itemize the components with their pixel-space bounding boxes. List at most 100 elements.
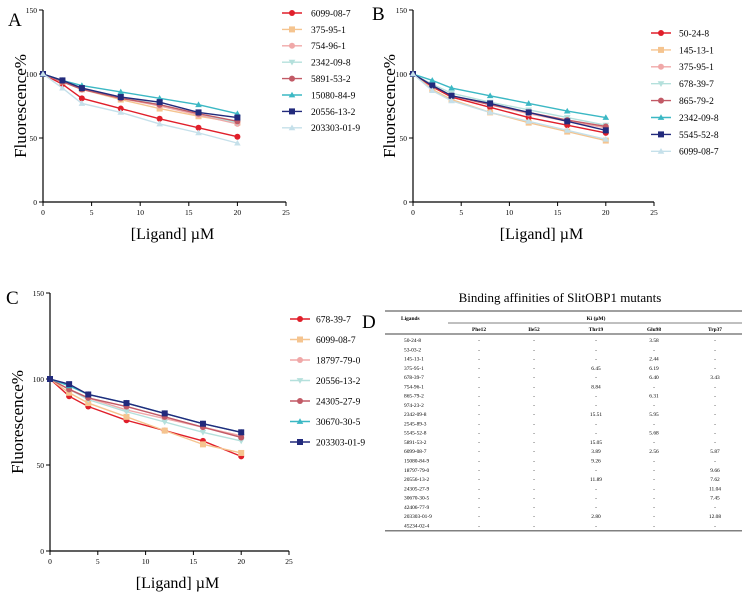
table-cell: - — [595, 496, 597, 502]
x-tick-label: 20 — [237, 557, 245, 566]
data-point — [85, 391, 92, 398]
table-cell: - — [653, 496, 655, 502]
y-tick-label: 0 — [403, 198, 407, 207]
table-cell: - — [533, 523, 535, 529]
table-cell: - — [653, 514, 655, 520]
legend-label: 375-95-1 — [679, 63, 714, 73]
table-cell: - — [714, 394, 716, 400]
legend-label: 203303-01-9 — [311, 124, 360, 134]
y-axis-label: Fluorescence% — [8, 370, 27, 474]
legend-label: 50-24-8 — [679, 29, 709, 39]
table-cell: 3.58 — [649, 338, 659, 344]
x-tick-label: 10 — [136, 208, 144, 217]
table-cell: - — [714, 403, 716, 409]
table-cell: 2.80 — [591, 514, 601, 520]
legend-label: 5545-52-8 — [679, 131, 719, 141]
table-cell-ligand: 30670-30-5 — [404, 496, 429, 502]
y-tick-label: 100 — [396, 70, 408, 79]
table-cell: - — [478, 412, 480, 418]
table-cell: 9.26 — [591, 459, 601, 465]
legend-label: 678-39-7 — [679, 80, 714, 90]
table-row: 974-23-2 - - - - - — [404, 403, 716, 409]
table-cell: - — [714, 431, 716, 437]
table-cell: - — [714, 412, 716, 418]
table-cell-ligand: 2545-89-3 — [404, 421, 427, 427]
table-cell: 7.45 — [710, 496, 720, 502]
legend-label: 5891-53-2 — [311, 75, 351, 85]
data-point — [525, 109, 532, 116]
table-cell: 11.89 — [590, 477, 602, 483]
series-203303-01-9 — [39, 70, 241, 146]
table-cell-ligand: 678-39-7 — [404, 375, 424, 381]
x-tick-label: 15 — [554, 208, 562, 217]
table-cell: 3.43 — [710, 375, 720, 381]
table-cell: - — [478, 440, 480, 446]
x-tick-label: 5 — [96, 557, 100, 566]
data-point — [195, 124, 202, 131]
panel-letter-d: D — [362, 312, 376, 333]
table-row: 754-96-1 - - 8.84 - - — [404, 384, 716, 390]
table-cell: - — [595, 394, 597, 400]
legend-label: 754-96-1 — [311, 42, 346, 52]
data-point — [59, 77, 66, 84]
table-cell: - — [653, 403, 655, 409]
x-tick-label: 25 — [282, 208, 290, 217]
y-tick-label: 0 — [40, 547, 44, 556]
data-point — [66, 389, 73, 396]
data-point — [602, 135, 610, 142]
data-point — [195, 101, 202, 108]
legend-marker — [297, 398, 303, 404]
legend-label: 2342-09-8 — [311, 59, 351, 69]
legend-marker — [296, 378, 304, 384]
legend-marker — [288, 124, 296, 131]
table-row: 24305-27-9 - - - - 11.04 — [404, 486, 721, 492]
table-cell: - — [533, 486, 535, 492]
x-tick-label: 5 — [90, 208, 94, 217]
legend-label: 15080-84-9 — [311, 91, 356, 101]
y-axis-label: Fluorescence% — [11, 54, 30, 158]
legend-marker — [297, 439, 303, 445]
table-row: 5545-52-8 - - - 5.68 - — [404, 431, 716, 437]
table-cell-ligand: 53-03-2 — [404, 347, 421, 353]
table-cell: - — [478, 431, 480, 437]
y-tick-label: 50 — [37, 461, 45, 470]
data-point — [448, 92, 455, 99]
table-row: 30670-30-5 - - - - 7.45 — [404, 496, 720, 502]
table-row: 203303-01-9 - - 2.80 - 12.08 — [404, 514, 721, 520]
data-point — [234, 133, 241, 140]
table-cell-ligand: 45234-02-4 — [404, 523, 429, 529]
table-col-header: Trp37 — [708, 327, 722, 333]
table-cell: 6.40 — [649, 375, 659, 381]
table-col-header: Thr19 — [589, 327, 604, 333]
table-cell: 11.04 — [709, 486, 721, 492]
x-tick-label: 0 — [48, 557, 52, 566]
legend-marker — [297, 316, 303, 322]
table-cell: - — [478, 496, 480, 502]
table-cell: 15.51 — [590, 412, 602, 418]
table-cell-ligand: 203303-01-9 — [404, 514, 432, 520]
table-cell-ligand: 5891-53-2 — [404, 440, 427, 446]
legend-marker — [289, 42, 295, 49]
x-tick-label: 20 — [234, 208, 242, 217]
table-cell: - — [533, 496, 535, 502]
data-point — [428, 87, 436, 94]
data-point — [199, 420, 206, 427]
data-point — [156, 115, 163, 122]
legend-marker — [289, 108, 295, 115]
table-row: 18797-79-0 - - - - 9.66 — [404, 468, 720, 474]
table-row: 2545-89-3 - - - - - — [404, 421, 716, 427]
data-point — [161, 419, 169, 426]
table-cell: - — [653, 468, 655, 474]
legend-marker — [297, 336, 303, 343]
table-col-header: Glu98 — [647, 327, 661, 333]
legend-marker — [297, 357, 303, 363]
table-cell: - — [714, 366, 716, 372]
data-point — [564, 118, 571, 125]
table-cell: - — [478, 486, 480, 492]
table-cell: - — [595, 375, 597, 381]
table-cell: - — [653, 421, 655, 427]
legend-label: 20556-13-2 — [311, 108, 356, 118]
table-cell: 5.68 — [649, 431, 659, 437]
data-point — [448, 97, 455, 104]
table-cell: - — [478, 477, 480, 483]
